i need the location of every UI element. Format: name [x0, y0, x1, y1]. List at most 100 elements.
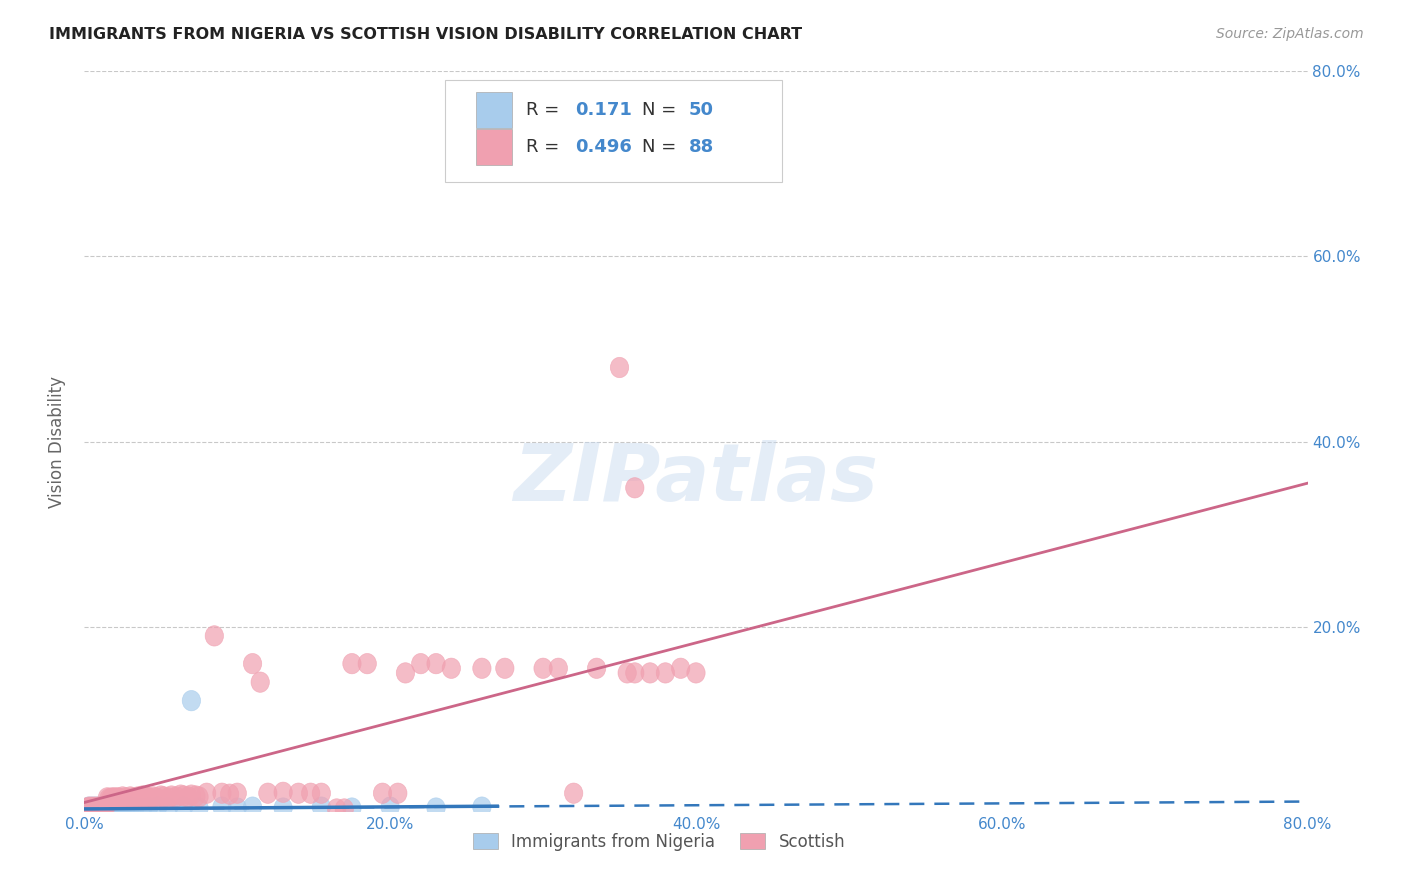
Ellipse shape [97, 797, 115, 818]
Ellipse shape [87, 797, 105, 818]
Ellipse shape [125, 797, 143, 818]
Ellipse shape [427, 654, 446, 673]
Ellipse shape [588, 658, 606, 679]
Ellipse shape [152, 786, 170, 806]
Ellipse shape [121, 797, 139, 817]
Ellipse shape [159, 797, 177, 818]
Ellipse shape [343, 797, 361, 818]
Ellipse shape [80, 797, 98, 817]
Ellipse shape [103, 788, 121, 808]
Ellipse shape [132, 788, 150, 808]
Ellipse shape [155, 787, 173, 807]
FancyBboxPatch shape [446, 80, 782, 183]
Ellipse shape [105, 788, 124, 808]
Ellipse shape [84, 798, 103, 819]
Ellipse shape [335, 798, 353, 819]
Ellipse shape [100, 797, 118, 818]
Ellipse shape [167, 787, 186, 807]
Ellipse shape [108, 788, 127, 808]
Ellipse shape [98, 797, 117, 817]
Ellipse shape [104, 789, 122, 809]
Ellipse shape [87, 798, 105, 819]
Ellipse shape [84, 797, 103, 818]
Ellipse shape [96, 797, 114, 817]
Ellipse shape [87, 798, 105, 819]
Ellipse shape [472, 658, 491, 679]
Ellipse shape [228, 797, 246, 818]
Ellipse shape [212, 783, 231, 804]
Ellipse shape [84, 797, 103, 818]
Ellipse shape [114, 787, 132, 807]
Ellipse shape [212, 797, 231, 817]
Ellipse shape [183, 690, 201, 711]
Ellipse shape [79, 797, 97, 818]
Text: N =: N = [643, 138, 676, 156]
Ellipse shape [243, 654, 262, 673]
Ellipse shape [274, 782, 292, 803]
Ellipse shape [94, 797, 112, 818]
Ellipse shape [82, 798, 100, 819]
Ellipse shape [534, 658, 553, 679]
Ellipse shape [100, 789, 118, 809]
Ellipse shape [124, 788, 142, 808]
Ellipse shape [101, 798, 120, 819]
Ellipse shape [94, 797, 112, 818]
Ellipse shape [114, 797, 132, 818]
Ellipse shape [96, 798, 114, 819]
Ellipse shape [159, 788, 177, 808]
Ellipse shape [79, 797, 97, 818]
Ellipse shape [149, 797, 167, 817]
Ellipse shape [388, 783, 406, 804]
Ellipse shape [143, 787, 162, 807]
Text: Source: ZipAtlas.com: Source: ZipAtlas.com [1216, 27, 1364, 41]
Ellipse shape [91, 797, 110, 817]
Ellipse shape [626, 477, 644, 498]
Ellipse shape [104, 797, 122, 818]
Ellipse shape [90, 797, 108, 818]
Ellipse shape [657, 663, 675, 683]
Text: 88: 88 [689, 138, 714, 156]
Text: 0.171: 0.171 [575, 101, 631, 119]
Ellipse shape [174, 786, 193, 806]
Ellipse shape [221, 784, 239, 805]
Text: R =: R = [526, 101, 565, 119]
Ellipse shape [79, 798, 97, 819]
Ellipse shape [83, 798, 101, 819]
Ellipse shape [86, 797, 104, 817]
Ellipse shape [174, 797, 193, 817]
Ellipse shape [129, 787, 148, 807]
Ellipse shape [136, 787, 155, 807]
Ellipse shape [110, 789, 129, 809]
Ellipse shape [312, 797, 330, 817]
Ellipse shape [205, 625, 224, 646]
Legend: Immigrants from Nigeria, Scottish: Immigrants from Nigeria, Scottish [465, 824, 853, 859]
Ellipse shape [77, 798, 96, 819]
Ellipse shape [79, 798, 97, 819]
Ellipse shape [148, 788, 166, 808]
Ellipse shape [619, 663, 637, 683]
Ellipse shape [374, 783, 392, 804]
Ellipse shape [252, 672, 270, 692]
Ellipse shape [125, 789, 143, 809]
Ellipse shape [274, 797, 292, 818]
Ellipse shape [641, 663, 659, 683]
Ellipse shape [97, 797, 115, 817]
Ellipse shape [301, 783, 319, 804]
Ellipse shape [121, 787, 139, 807]
Ellipse shape [103, 797, 121, 817]
Ellipse shape [328, 798, 346, 819]
Ellipse shape [87, 797, 105, 818]
Ellipse shape [90, 798, 108, 819]
FancyBboxPatch shape [475, 129, 513, 165]
Ellipse shape [141, 789, 159, 809]
Ellipse shape [686, 663, 706, 683]
Ellipse shape [139, 788, 157, 808]
Ellipse shape [98, 788, 117, 808]
Ellipse shape [80, 798, 98, 819]
Ellipse shape [427, 797, 446, 818]
Y-axis label: Vision Disability: Vision Disability [48, 376, 66, 508]
Ellipse shape [162, 786, 181, 806]
Ellipse shape [190, 797, 208, 818]
Ellipse shape [672, 658, 690, 679]
Ellipse shape [134, 786, 152, 806]
